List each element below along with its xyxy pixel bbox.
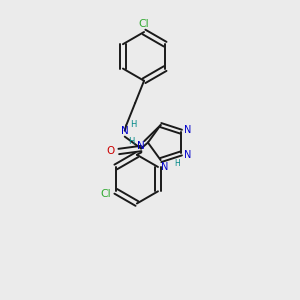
Text: N: N: [137, 141, 145, 152]
Text: N: N: [161, 162, 169, 172]
Text: H: H: [130, 120, 137, 129]
Text: Cl: Cl: [100, 189, 111, 199]
Text: N: N: [184, 125, 191, 135]
Text: O: O: [106, 146, 115, 157]
Text: N: N: [121, 126, 129, 136]
Text: Cl: Cl: [139, 19, 149, 29]
Text: N: N: [184, 150, 191, 160]
Text: H: H: [128, 136, 134, 146]
Text: H: H: [174, 159, 180, 168]
